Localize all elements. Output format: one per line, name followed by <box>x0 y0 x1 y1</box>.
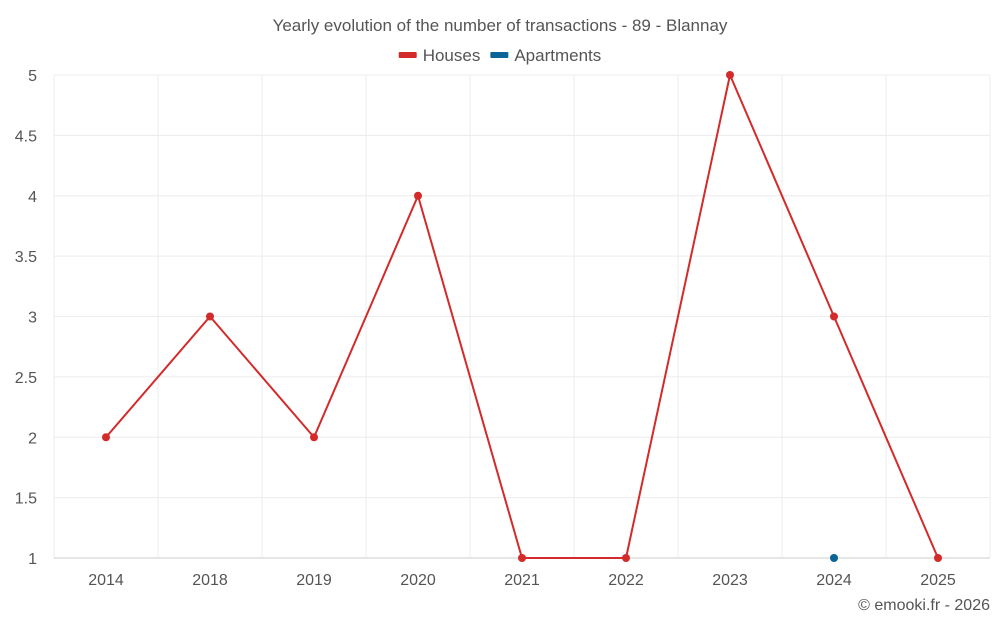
y-tick-label: 5 <box>28 68 37 85</box>
y-tick-label: 2 <box>28 430 37 447</box>
x-tick-label: 2019 <box>296 572 332 589</box>
x-tick-label: 2023 <box>712 572 748 589</box>
x-tick-label: 2018 <box>192 572 228 589</box>
chart-title: Yearly evolution of the number of transa… <box>273 16 728 35</box>
data-point-apartments[interactable] <box>830 554 838 562</box>
x-tick-label: 2020 <box>400 572 436 589</box>
x-tick-label: 2022 <box>608 572 644 589</box>
data-point-houses[interactable] <box>726 71 734 79</box>
data-point-houses[interactable] <box>622 554 630 562</box>
legend-item-apartments[interactable]: Apartments <box>490 46 601 65</box>
x-tick-label: 2024 <box>816 572 852 589</box>
y-tick-label: 3.5 <box>15 249 37 266</box>
grid <box>53 74 991 558</box>
y-tick-label: 1 <box>28 551 37 568</box>
data-point-houses[interactable] <box>518 554 526 562</box>
data-point-houses[interactable] <box>310 433 318 442</box>
y-tick-label: 3 <box>28 310 37 327</box>
legend-swatch-apartments <box>490 52 509 58</box>
credit-text: © emooki.fr - 2026 <box>858 597 990 614</box>
data-point-houses[interactable] <box>830 312 838 321</box>
x-tick-label: 2014 <box>88 572 124 589</box>
series-layer <box>102 71 942 562</box>
data-point-houses[interactable] <box>934 554 942 562</box>
legend-item-houses[interactable]: Houses <box>398 46 481 65</box>
data-point-houses[interactable] <box>414 191 422 200</box>
x-tick-label: 2021 <box>504 572 540 589</box>
legend: Houses Apartments <box>398 46 601 65</box>
y-axis: 1 1.5 2 2.5 3 3.5 4 4.5 5 <box>15 68 37 568</box>
y-tick-label: 4 <box>28 189 37 206</box>
x-axis: 2014 2018 2019 2020 2021 2022 2023 2024 2025 <box>54 557 990 589</box>
legend-label-apartments: Apartments <box>514 46 601 65</box>
data-point-houses[interactable] <box>102 433 110 442</box>
x-tick-label: 2025 <box>920 572 956 589</box>
y-tick-label: 2.5 <box>15 370 37 387</box>
legend-label-houses: Houses <box>423 46 481 65</box>
y-tick-label: 1.5 <box>15 491 37 508</box>
y-tick-label: 4.5 <box>15 128 37 145</box>
legend-swatch-houses <box>398 52 417 58</box>
data-point-houses[interactable] <box>206 312 214 321</box>
